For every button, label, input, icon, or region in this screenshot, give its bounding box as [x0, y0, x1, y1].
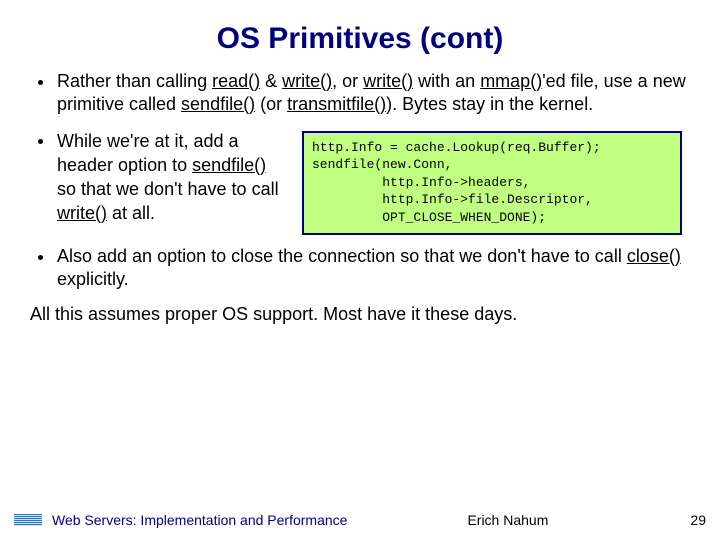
t: & [260, 71, 282, 91]
code-box: http.Info = cache.Lookup(req.Buffer); se… [302, 131, 682, 235]
bullet-3-text: Also add an option to close the connecti… [57, 245, 692, 292]
bullet-dot-icon [38, 139, 43, 144]
u: sendfile() [192, 155, 266, 175]
bullet-2-text: While we're at it, add a header option t… [57, 129, 288, 225]
footer: Web Servers: Implementation and Performa… [0, 512, 720, 528]
bullet-2: While we're at it, add a header option t… [38, 129, 288, 225]
code-line: http.Info = cache.Lookup(req.Buffer); [312, 140, 601, 155]
t: so that we don't have to call [57, 179, 279, 199]
summary-text: All this assumes proper OS support. Most… [30, 303, 690, 326]
t: ). Bytes stay in the kernel. [386, 94, 593, 114]
u: write() [57, 203, 107, 223]
bullet-1: Rather than calling read() & write(), or… [38, 70, 692, 117]
bullet-dot-icon [38, 255, 43, 260]
u: read() [212, 71, 260, 91]
code-line: sendfile(new.Conn, [312, 157, 452, 172]
code-line: http.Info->headers, [312, 175, 530, 190]
t: Also add an option to close the connecti… [57, 246, 627, 266]
u: close() [627, 246, 681, 266]
u: transmitfile() [287, 94, 386, 114]
footer-title: Web Servers: Implementation and Performa… [52, 512, 347, 528]
t: Rather than calling [57, 71, 212, 91]
slide-container: OS Primitives (cont) Rather than calling… [0, 0, 720, 540]
t: at all. [107, 203, 155, 223]
t: with an [413, 71, 480, 91]
ibm-logo-icon [14, 514, 42, 526]
bullet-2-row: While we're at it, add a header option t… [38, 129, 692, 235]
u: mmap() [480, 71, 542, 91]
footer-author: Erich Nahum [467, 512, 548, 528]
u: write() [282, 71, 332, 91]
bullet-1-text: Rather than calling read() & write(), or… [57, 70, 692, 117]
u: sendfile() [181, 94, 255, 114]
code-line: OPT_CLOSE_WHEN_DONE); [312, 210, 546, 225]
u: write() [363, 71, 413, 91]
t: (or [255, 94, 287, 114]
code-line: http.Info->file.Descriptor, [312, 192, 593, 207]
slide-title: OS Primitives (cont) [28, 22, 692, 56]
t: explicitly. [57, 269, 129, 289]
bullet-3: Also add an option to close the connecti… [38, 245, 692, 292]
t: , or [332, 71, 363, 91]
footer-page-number: 29 [690, 512, 706, 528]
bullet-dot-icon [38, 80, 43, 85]
